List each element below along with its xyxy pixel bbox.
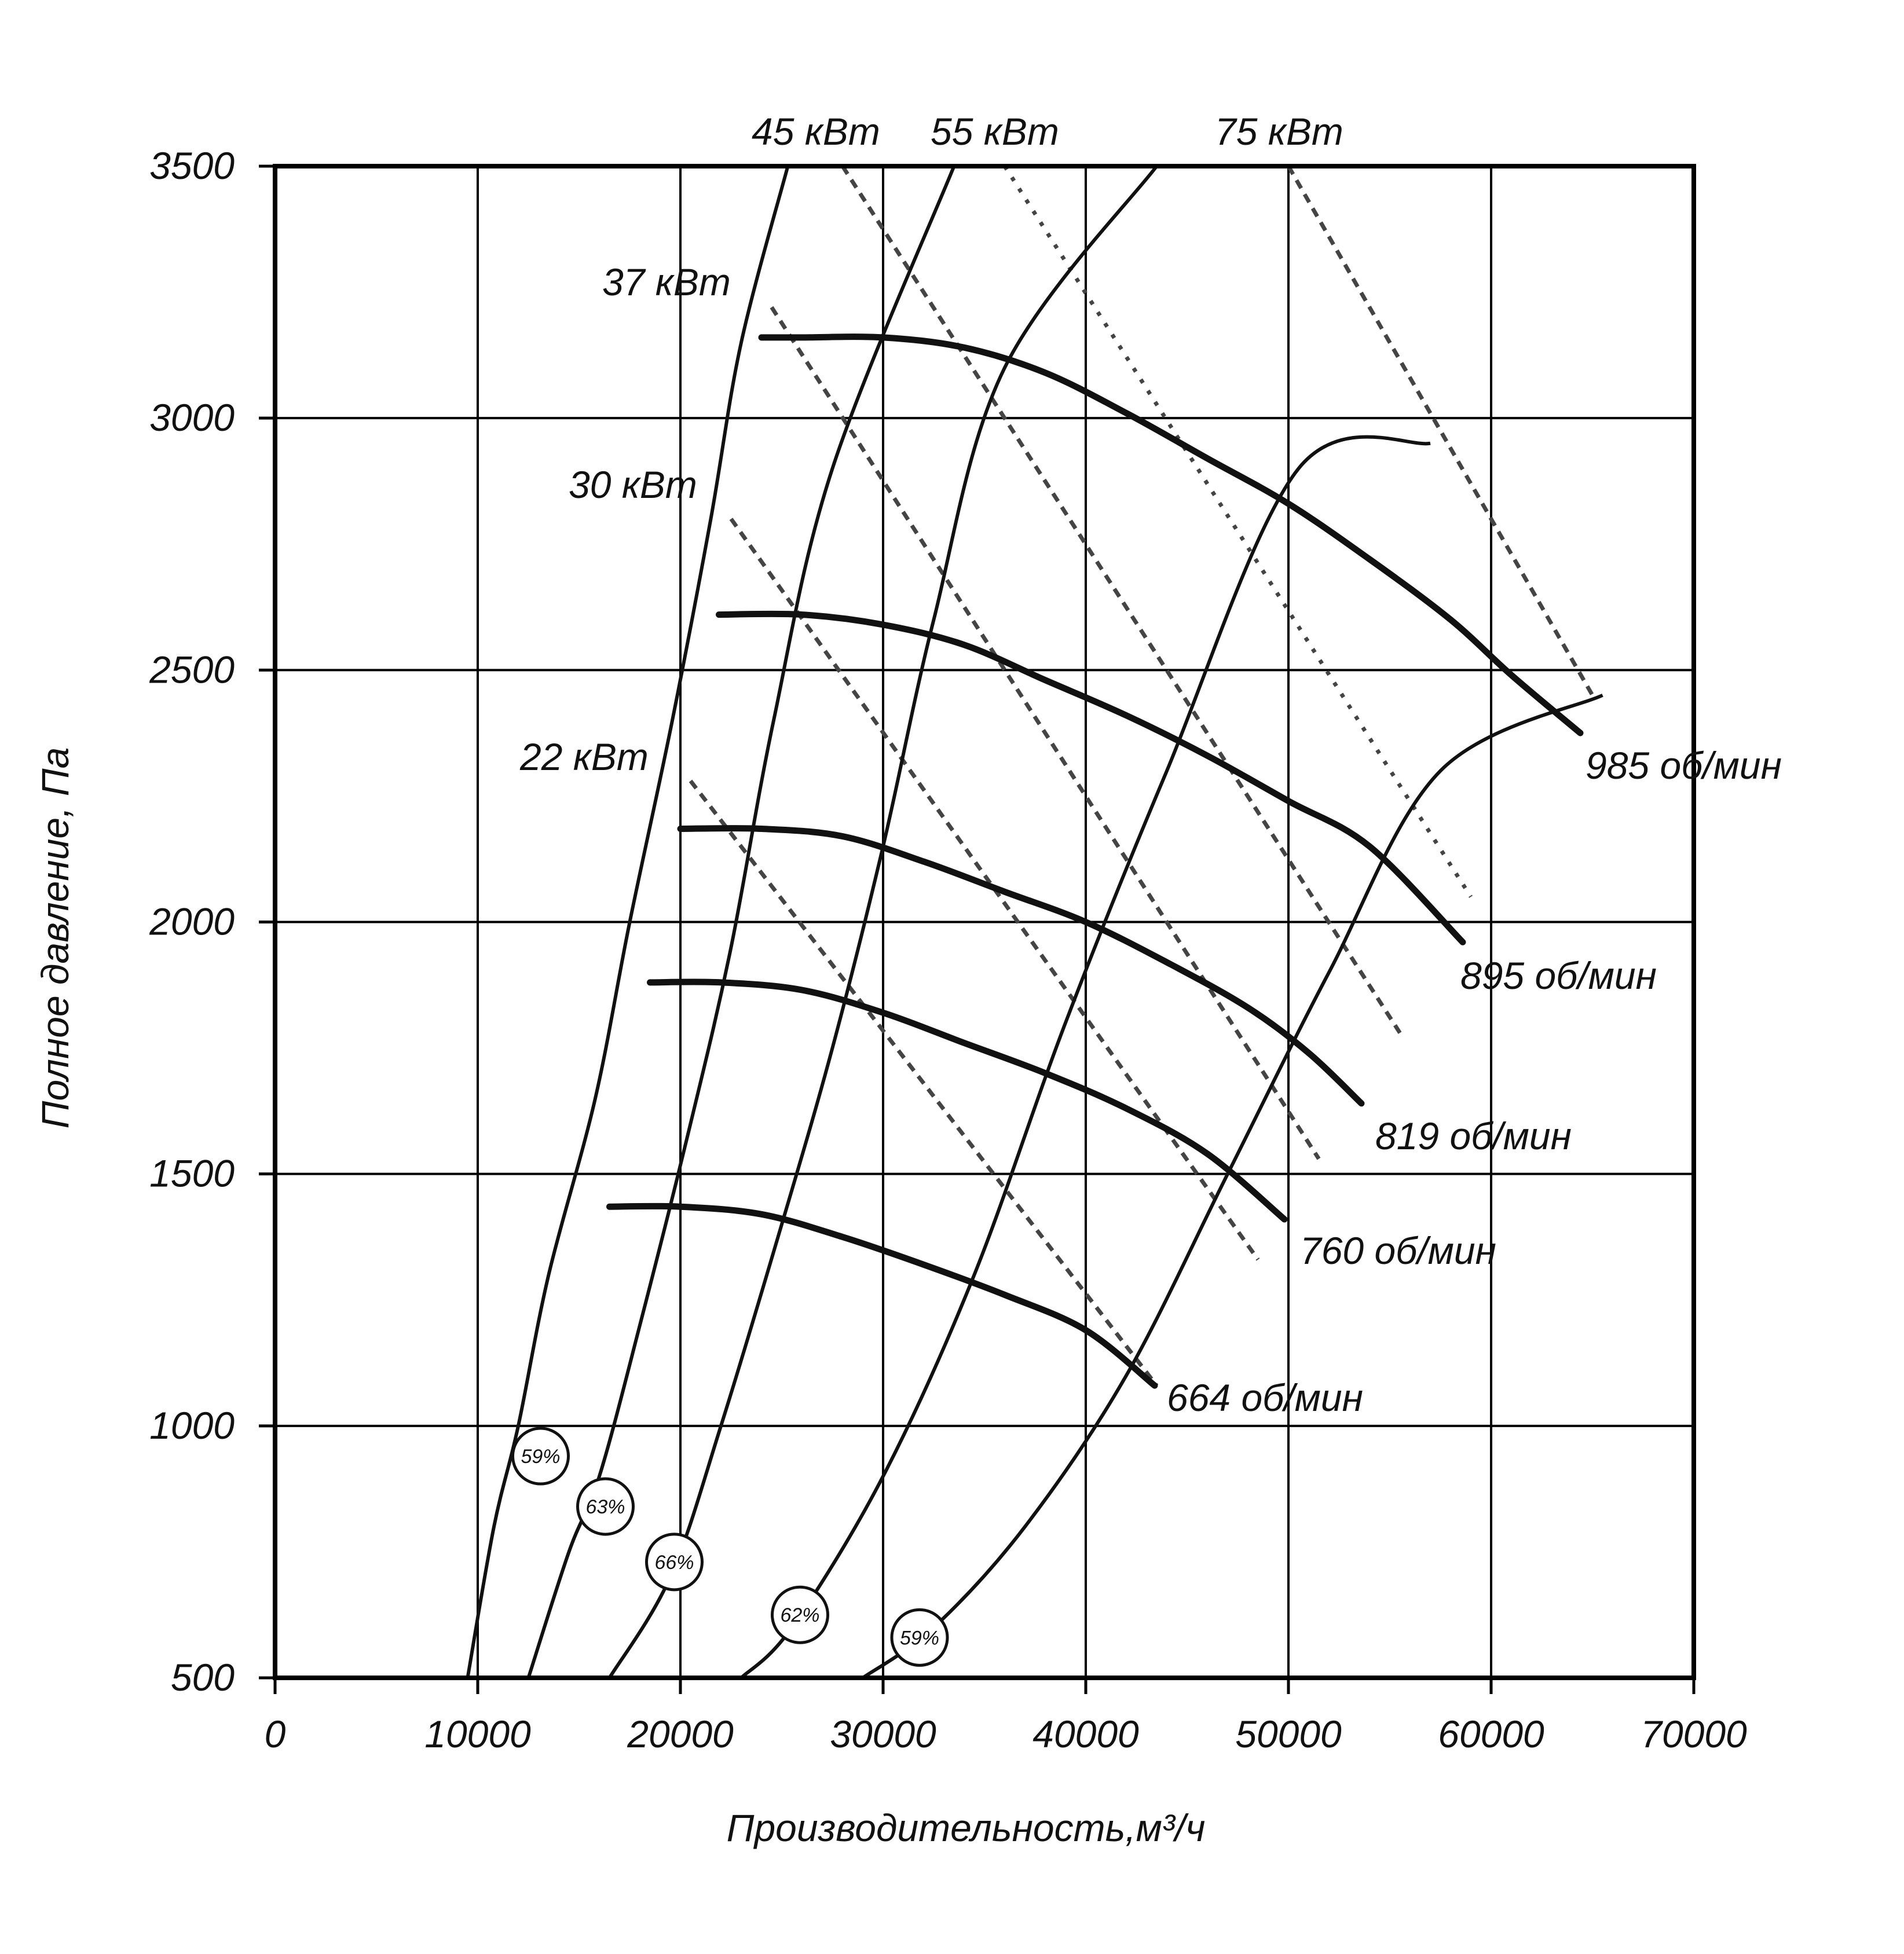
- power-label-45: 45 кВт: [752, 110, 880, 153]
- system-curves: [466, 165, 1603, 1680]
- efficiency-marker-1: [576, 1477, 635, 1536]
- speed-curve-985: [758, 333, 1584, 736]
- y-axis-label: Полное давление, Па: [34, 747, 76, 1129]
- speed-curves: [606, 333, 1584, 1389]
- x-tick-label-1: 10000: [424, 1713, 531, 1755]
- power-label-37: 37 кВт: [602, 261, 731, 303]
- speed-label-664: 664 об/мин: [1167, 1376, 1363, 1419]
- power-line-75: [1286, 165, 1595, 696]
- power-label-55: 55 кВт: [931, 110, 1059, 153]
- speed-label-760: 760 об/мин: [1300, 1229, 1496, 1272]
- efficiency-marker-0: [511, 1427, 570, 1486]
- y-tick-label-3: 2000: [149, 900, 235, 943]
- power-line-37: [770, 306, 1321, 1160]
- y-tick-label-2: 1500: [149, 1152, 235, 1195]
- power-label-30: 30 кВт: [569, 463, 697, 506]
- system-curve-4: [862, 694, 1603, 1680]
- system-curve-0: [466, 166, 790, 1678]
- x-axis-label: Производительность,м³/ч: [727, 1806, 1206, 1849]
- efficiency-marker-label-1: 63%: [585, 1496, 625, 1518]
- x-tick-label-7: 70000: [1641, 1713, 1747, 1755]
- power-label-22: 22 кВт: [519, 735, 649, 778]
- x-tick-label-5: 50000: [1235, 1713, 1342, 1755]
- speed-curve-664: [606, 1203, 1158, 1389]
- efficiency-marker-4: [890, 1608, 949, 1667]
- speed-curve-760: [647, 978, 1288, 1223]
- speed-curve-819: [677, 825, 1365, 1107]
- y-tick-label-1: 1000: [149, 1404, 235, 1447]
- efficiency-marker-2: [645, 1533, 704, 1592]
- speed-label-895: 895 об/мин: [1460, 954, 1657, 997]
- efficiency-markers: 59% 63% 66% 62% 59%: [511, 1427, 949, 1667]
- x-tick-label-6: 60000: [1438, 1713, 1544, 1755]
- speed-curve-895: [716, 610, 1466, 945]
- chart-labels: Производительность,м³/ч Полное давление,…: [34, 110, 1782, 1849]
- power-label-75: 75 кВт: [1215, 110, 1343, 153]
- y-tick-label-6: 3500: [149, 144, 235, 187]
- x-tick-label-4: 40000: [1032, 1713, 1139, 1755]
- efficiency-marker-label-4: 59%: [900, 1627, 939, 1649]
- efficiency-marker-label-2: 66%: [654, 1552, 694, 1574]
- efficiency-marker-3: [771, 1585, 829, 1644]
- x-tick-label-3: 30000: [830, 1713, 936, 1755]
- y-tick-label-0: 500: [171, 1656, 235, 1699]
- speed-label-985: 985 об/мин: [1586, 744, 1782, 787]
- x-tick-label-2: 20000: [627, 1713, 734, 1755]
- system-curve-2: [607, 165, 1158, 1679]
- efficiency-marker-label-0: 59%: [521, 1446, 560, 1468]
- x-tick-label-0: 0: [265, 1713, 286, 1755]
- y-tick-label-4: 2500: [149, 648, 235, 691]
- efficiency-marker-label-3: 62%: [780, 1604, 819, 1626]
- power-line-22: [689, 779, 1159, 1387]
- axis-ticks: 0 10000 20000 30000 40000 50000 60000 70000 500 1…: [149, 144, 1747, 1755]
- power-line-55: [1003, 165, 1473, 898]
- speed-label-819: 819 об/мин: [1375, 1115, 1572, 1157]
- y-tick-label-5: 3000: [149, 396, 235, 439]
